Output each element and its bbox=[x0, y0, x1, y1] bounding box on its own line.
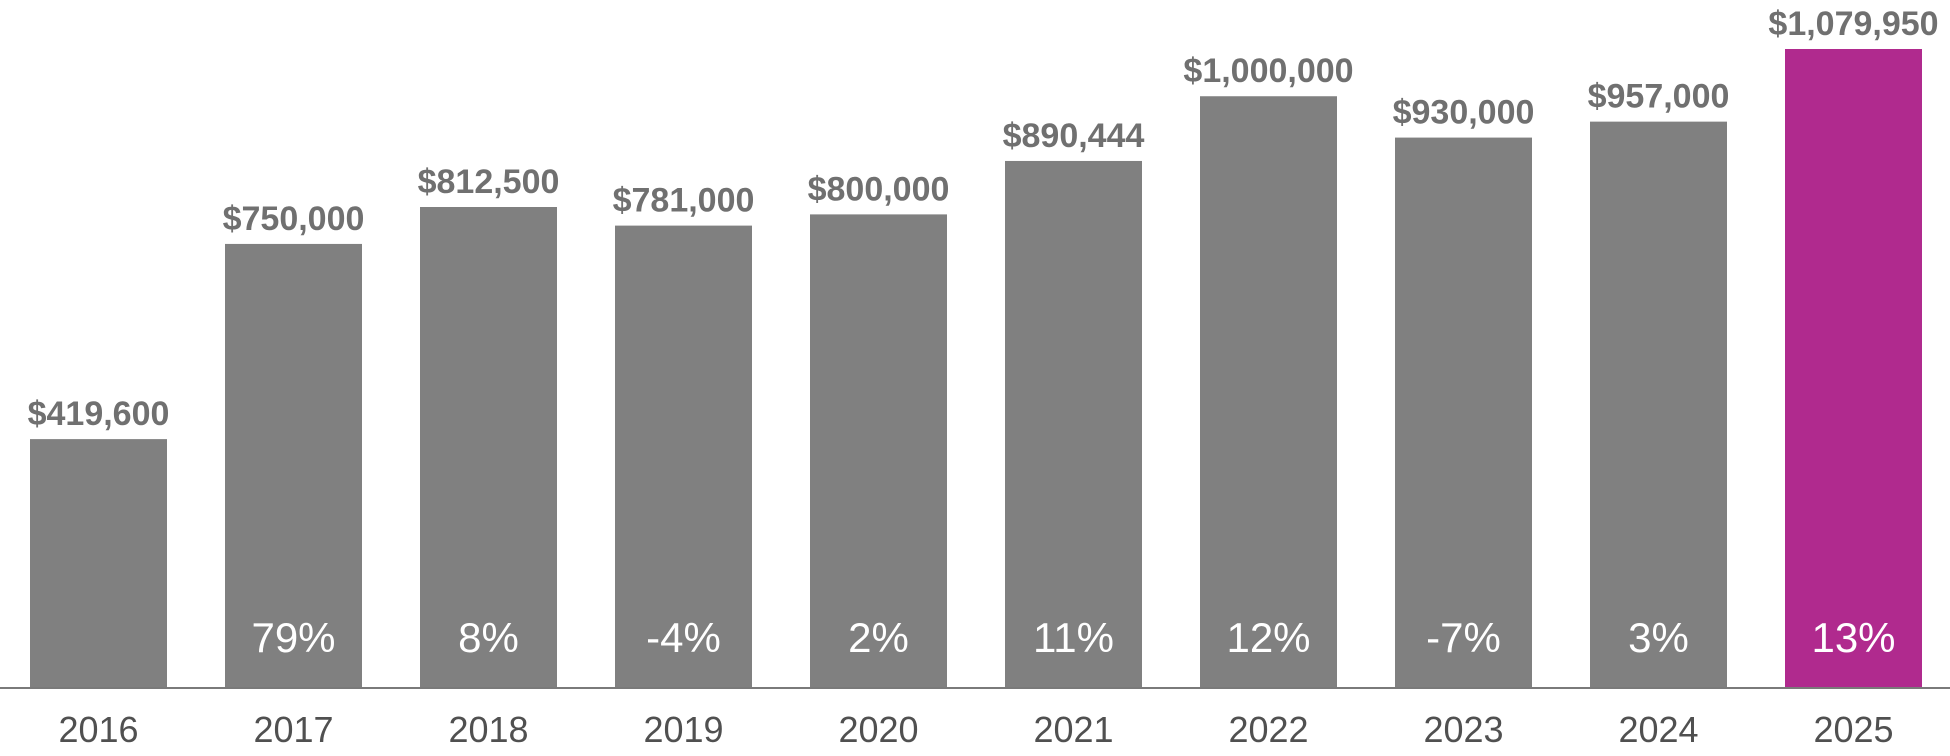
value-label-2019: $781,000 bbox=[613, 182, 755, 220]
change-labels-group: 79% 8% -4% 2% 11% 12% -7% 3% 13% bbox=[251, 614, 1895, 661]
change-label-2020: 2% bbox=[848, 614, 909, 661]
change-label-2024: 3% bbox=[1628, 614, 1689, 661]
x-tick-label-2020: 2020 bbox=[838, 709, 918, 750]
x-tick-label-2024: 2024 bbox=[1618, 709, 1698, 750]
x-tick-label-2021: 2021 bbox=[1033, 709, 1113, 750]
value-label-2017: $750,000 bbox=[223, 200, 365, 238]
value-label-2016: $419,600 bbox=[28, 395, 170, 433]
bars-group bbox=[30, 49, 1922, 688]
value-label-2022: $1,000,000 bbox=[1183, 52, 1353, 90]
bar-2018 bbox=[420, 207, 557, 688]
x-tick-label-2018: 2018 bbox=[448, 709, 528, 750]
value-label-2025: $1,079,950 bbox=[1768, 5, 1938, 43]
bar-2025 bbox=[1785, 49, 1922, 687]
bar-2021 bbox=[1005, 160, 1142, 687]
change-label-2025: 13% bbox=[1811, 614, 1895, 661]
x-tick-label-2019: 2019 bbox=[643, 709, 723, 750]
change-label-2023: -7% bbox=[1426, 614, 1501, 661]
x-tick-label-2016: 2016 bbox=[58, 709, 138, 750]
value-label-2023: $930,000 bbox=[1393, 94, 1535, 132]
x-tick-label-2017: 2017 bbox=[253, 709, 333, 750]
year-labels-group: 2016 2017 2018 2019 2020 2021 2022 2023 2024 2025 bbox=[58, 709, 1893, 750]
bar-2020 bbox=[810, 214, 947, 687]
change-label-2017: 79% bbox=[251, 614, 335, 661]
x-tick-label-2022: 2022 bbox=[1228, 709, 1308, 750]
bar-2022 bbox=[1200, 96, 1337, 687]
bar-2016 bbox=[30, 439, 167, 687]
bar-2023 bbox=[1395, 137, 1532, 687]
bar-2017 bbox=[225, 243, 362, 687]
change-label-2022: 12% bbox=[1226, 614, 1310, 661]
value-labels-group: $419,600 $750,000 $812,500 $781,000 $800,000… bbox=[28, 5, 1939, 433]
x-tick-label-2025: 2025 bbox=[1813, 709, 1893, 750]
bar-2024 bbox=[1590, 121, 1727, 687]
change-label-2021: 11% bbox=[1033, 614, 1114, 661]
value-label-2024: $957,000 bbox=[1588, 78, 1730, 116]
change-label-2019: -4% bbox=[646, 614, 721, 661]
bar-2019 bbox=[615, 225, 752, 688]
value-label-2020: $800,000 bbox=[808, 170, 950, 208]
value-label-2021: $890,444 bbox=[1003, 117, 1145, 155]
value-label-2018: $812,500 bbox=[418, 163, 560, 201]
change-label-2018: 8% bbox=[458, 614, 519, 661]
x-tick-label-2023: 2023 bbox=[1423, 709, 1503, 750]
